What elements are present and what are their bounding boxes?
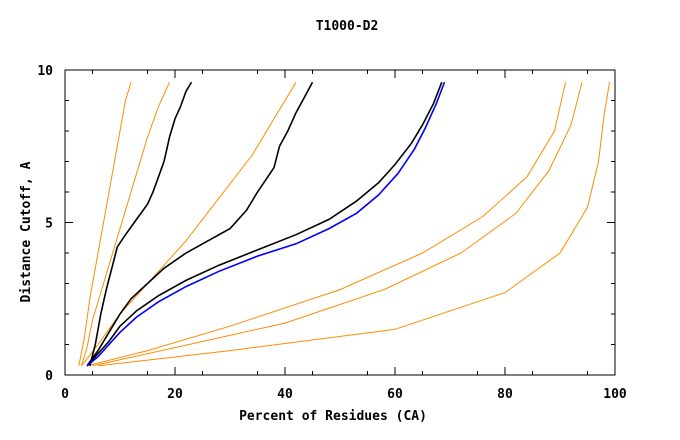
y-tick-label: 0 — [45, 369, 53, 384]
series-line-highlight-2 — [86, 81, 314, 367]
x-tick-label: 40 — [277, 387, 293, 402]
x-axis-label: Percent of Residues (CA) — [239, 409, 427, 424]
x-tick-label: 80 — [497, 387, 513, 402]
x-tick-label: 0 — [61, 387, 69, 402]
series-line-model-group-steep-b — [78, 82, 132, 366]
y-tick-label: 10 — [37, 64, 53, 79]
y-axis-label: Distance Cutoff, A — [19, 161, 34, 302]
series-line-model-group-right-b — [92, 82, 583, 367]
plot-lines — [78, 81, 610, 367]
series-line-highlight-4 — [86, 81, 446, 367]
x-tick-label: 100 — [603, 387, 627, 402]
axis-ticks: 0 20 40 60 80 100 0 5 10 — [37, 64, 627, 402]
series-line-highlight-3 — [86, 81, 443, 367]
series-line-model-group-right — [86, 82, 566, 367]
series-line-highlight-1 — [89, 81, 193, 367]
series-line-model-group-far — [97, 82, 610, 367]
series-line-model-group-steep — [81, 81, 170, 367]
chart-title: T1000-D2 — [316, 19, 379, 34]
x-tick-label: 20 — [167, 387, 183, 402]
x-tick-label: 60 — [387, 387, 403, 402]
series-line-model-group-mid — [81, 81, 297, 367]
y-tick-label: 5 — [45, 217, 53, 232]
